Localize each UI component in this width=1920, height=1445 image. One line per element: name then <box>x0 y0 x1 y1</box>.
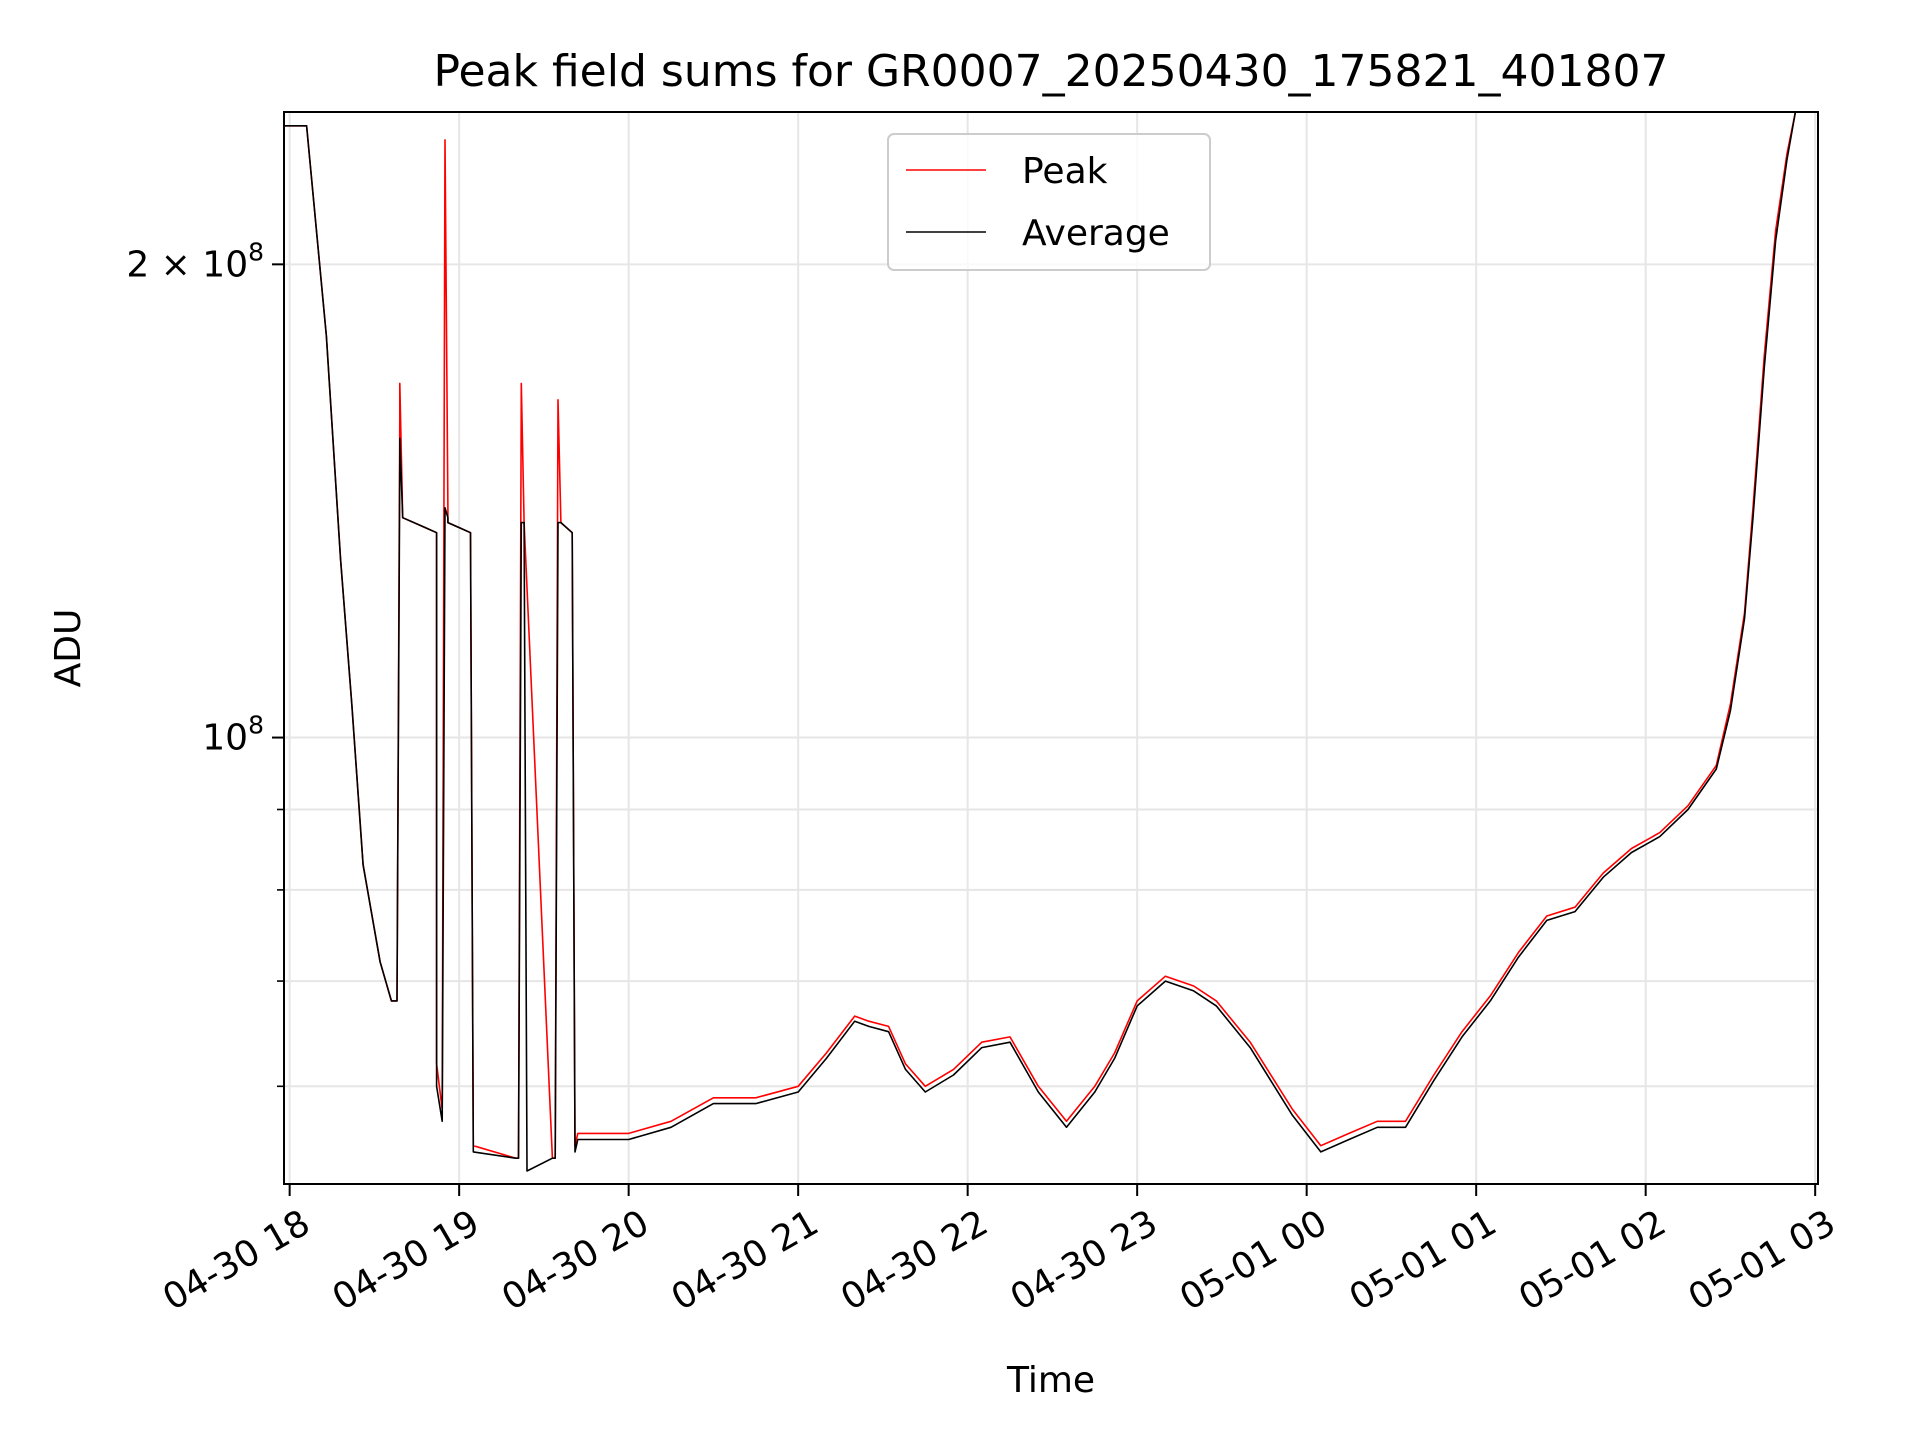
legend: Peak Average <box>887 133 1211 271</box>
series-line-average <box>284 111 1801 1172</box>
y-tick-label: 108 <box>202 711 264 759</box>
y-axis-ticks: 108 2 × 108 <box>126 237 284 1088</box>
legend-label-average: Average <box>1022 213 1170 254</box>
chart-title: Peak field sums for GR0007_20250430_1758… <box>434 46 1669 97</box>
grid <box>284 112 1818 1184</box>
series-lines <box>284 111 1801 1172</box>
plot-frame <box>283 111 1819 1185</box>
legend-box <box>887 133 1211 271</box>
y-tick-label: 2 × 108 <box>126 237 264 285</box>
x-axis-label: Time <box>1006 1360 1095 1401</box>
y-axis-label: ADU <box>48 609 89 688</box>
legend-label-peak: Peak <box>1022 151 1108 192</box>
